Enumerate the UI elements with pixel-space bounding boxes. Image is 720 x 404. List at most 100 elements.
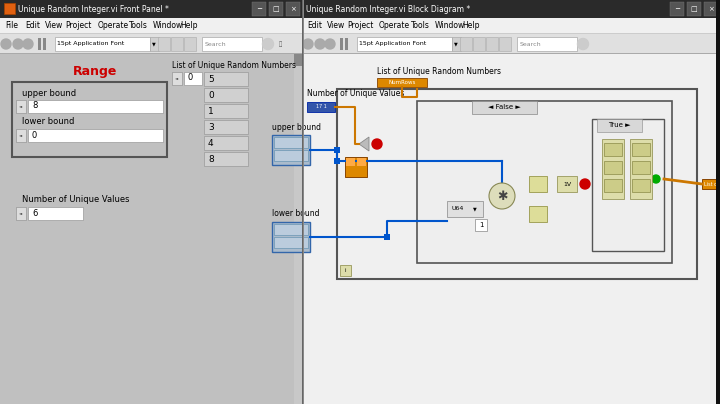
Bar bbox=[274, 237, 308, 248]
Bar bbox=[417, 101, 672, 263]
Text: Tools: Tools bbox=[410, 21, 429, 30]
Bar bbox=[460, 37, 472, 51]
Bar bbox=[472, 101, 537, 114]
Bar bbox=[0, 18, 302, 34]
Circle shape bbox=[23, 39, 33, 49]
Bar bbox=[486, 37, 498, 51]
Circle shape bbox=[652, 175, 660, 183]
Bar bbox=[340, 38, 343, 50]
Bar bbox=[274, 224, 308, 235]
Text: Edit: Edit bbox=[307, 21, 322, 30]
Bar bbox=[0, 54, 302, 404]
Bar bbox=[307, 102, 335, 112]
Circle shape bbox=[577, 38, 588, 50]
Text: ─: ─ bbox=[675, 6, 679, 12]
Bar bbox=[204, 136, 248, 150]
Text: 15pt Application Font: 15pt Application Font bbox=[57, 42, 125, 46]
Text: ◄: ◄ bbox=[176, 76, 179, 80]
Bar bbox=[302, 0, 720, 18]
Bar bbox=[670, 2, 684, 16]
Text: Operate: Operate bbox=[97, 21, 128, 30]
Bar bbox=[632, 143, 650, 156]
Bar bbox=[0, 0, 302, 18]
Text: Number of Unique Values: Number of Unique Values bbox=[307, 90, 405, 99]
Bar bbox=[597, 119, 642, 132]
Text: 1: 1 bbox=[208, 107, 214, 116]
Bar bbox=[55, 37, 150, 51]
Text: True ►: True ► bbox=[608, 122, 630, 128]
Bar bbox=[274, 137, 308, 148]
Bar bbox=[302, 54, 720, 404]
Bar bbox=[16, 129, 26, 142]
Bar bbox=[150, 37, 159, 51]
Bar bbox=[4, 3, 15, 14]
Bar bbox=[172, 72, 182, 85]
Bar bbox=[517, 37, 577, 51]
Text: Number of Unique Values: Number of Unique Values bbox=[22, 194, 130, 204]
Bar bbox=[334, 158, 340, 164]
Text: List of U...: List of U... bbox=[704, 181, 720, 187]
Text: 1V: 1V bbox=[563, 181, 571, 187]
Bar bbox=[302, 0, 303, 404]
Circle shape bbox=[1, 39, 11, 49]
Bar bbox=[204, 104, 248, 118]
Text: Range: Range bbox=[73, 65, 117, 78]
Bar bbox=[340, 265, 351, 276]
Bar bbox=[28, 129, 163, 142]
Bar bbox=[557, 176, 577, 192]
Bar bbox=[16, 100, 26, 113]
Text: ×: × bbox=[290, 6, 296, 12]
Text: Edit: Edit bbox=[25, 21, 40, 30]
Circle shape bbox=[325, 39, 335, 49]
Text: 🔍: 🔍 bbox=[279, 41, 282, 47]
Bar bbox=[384, 234, 390, 240]
Bar bbox=[0, 53, 720, 54]
Bar bbox=[687, 2, 701, 16]
Circle shape bbox=[372, 139, 382, 149]
Text: Operate: Operate bbox=[379, 21, 410, 30]
Bar bbox=[0, 34, 302, 54]
Circle shape bbox=[315, 39, 325, 49]
Bar bbox=[158, 37, 170, 51]
Text: View: View bbox=[327, 21, 346, 30]
Bar bbox=[473, 37, 485, 51]
Text: Help: Help bbox=[462, 21, 480, 30]
Bar bbox=[529, 206, 547, 222]
Bar bbox=[302, 0, 304, 404]
Text: Window: Window bbox=[435, 21, 465, 30]
Bar bbox=[202, 37, 262, 51]
Text: 17 1: 17 1 bbox=[315, 105, 326, 109]
Text: Search: Search bbox=[520, 42, 541, 46]
Bar bbox=[38, 38, 41, 50]
Circle shape bbox=[13, 39, 23, 49]
Bar bbox=[171, 37, 183, 51]
Text: 15pt Application Font: 15pt Application Font bbox=[359, 42, 426, 46]
Text: ◄: ◄ bbox=[19, 104, 22, 108]
Bar bbox=[204, 88, 248, 102]
Circle shape bbox=[303, 39, 313, 49]
Bar bbox=[604, 179, 622, 192]
Bar bbox=[499, 37, 511, 51]
Bar bbox=[43, 38, 46, 50]
Bar bbox=[475, 219, 487, 231]
Circle shape bbox=[489, 183, 515, 209]
Bar bbox=[294, 54, 302, 404]
Bar bbox=[704, 2, 718, 16]
Bar bbox=[302, 34, 720, 54]
Polygon shape bbox=[359, 137, 369, 151]
Text: NumRows: NumRows bbox=[388, 80, 415, 84]
Text: 8: 8 bbox=[208, 154, 214, 164]
Text: List of Unique Random Numbers: List of Unique Random Numbers bbox=[172, 61, 296, 71]
Bar bbox=[716, 0, 720, 404]
Text: ✱: ✱ bbox=[497, 189, 508, 202]
Text: Project: Project bbox=[347, 21, 374, 30]
Bar bbox=[184, 37, 196, 51]
Text: List of Unique Random Numbers: List of Unique Random Numbers bbox=[377, 67, 501, 76]
Text: ─: ─ bbox=[257, 6, 261, 12]
Text: 0: 0 bbox=[208, 90, 214, 99]
Text: File: File bbox=[5, 21, 18, 30]
Bar bbox=[302, 33, 720, 34]
Text: Window: Window bbox=[153, 21, 183, 30]
Bar bbox=[632, 161, 650, 174]
Text: Search: Search bbox=[205, 42, 227, 46]
